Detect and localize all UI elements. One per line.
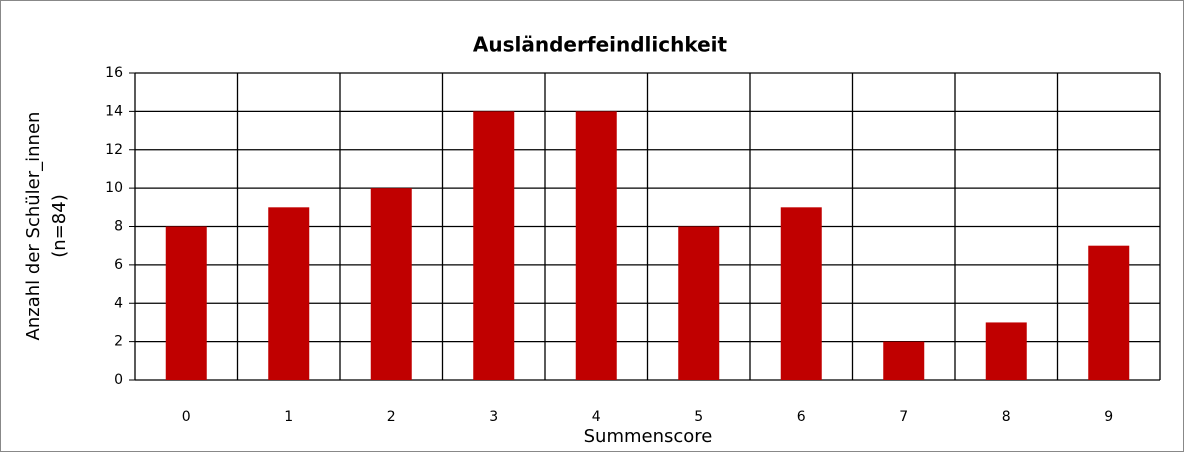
- x-tick-label: 2: [387, 409, 396, 425]
- y-axis-label: (n=84): [49, 194, 70, 257]
- bar: [268, 207, 310, 380]
- x-tick-label: 6: [797, 409, 806, 425]
- y-tick-label: 2: [114, 334, 123, 350]
- y-tick-label: 14: [105, 103, 123, 119]
- bar: [370, 188, 412, 380]
- x-tick-label: 3: [489, 409, 498, 425]
- bar: [575, 111, 617, 380]
- y-tick-label: 0: [114, 372, 123, 388]
- bar: [678, 226, 720, 380]
- y-tick-label: 4: [114, 295, 123, 311]
- y-axis-label: Anzahl der Schüler_innen: [23, 112, 44, 341]
- x-tick-label: 0: [182, 409, 191, 425]
- bar: [883, 341, 925, 380]
- y-tick-label: 8: [114, 219, 123, 235]
- bar: [1088, 245, 1130, 380]
- y-tick-label: 10: [105, 180, 123, 196]
- y-tick-label: 6: [114, 257, 123, 273]
- x-axis-label: Summenscore: [584, 426, 713, 447]
- chart-title: Ausländerfeindlichkeit: [473, 33, 728, 57]
- bar: [780, 207, 822, 380]
- x-tick-label: 1: [284, 409, 293, 425]
- y-tick-label: 16: [105, 65, 123, 81]
- y-tick-label: 12: [105, 142, 123, 158]
- bar: [473, 111, 515, 380]
- bar: [165, 226, 207, 380]
- x-tick-label: 4: [592, 409, 601, 425]
- x-tick-label: 8: [1002, 409, 1011, 425]
- x-tick-label: 9: [1104, 409, 1113, 425]
- bar: [985, 322, 1027, 380]
- x-tick-label: 5: [694, 409, 703, 425]
- x-tick-label: 7: [899, 409, 908, 425]
